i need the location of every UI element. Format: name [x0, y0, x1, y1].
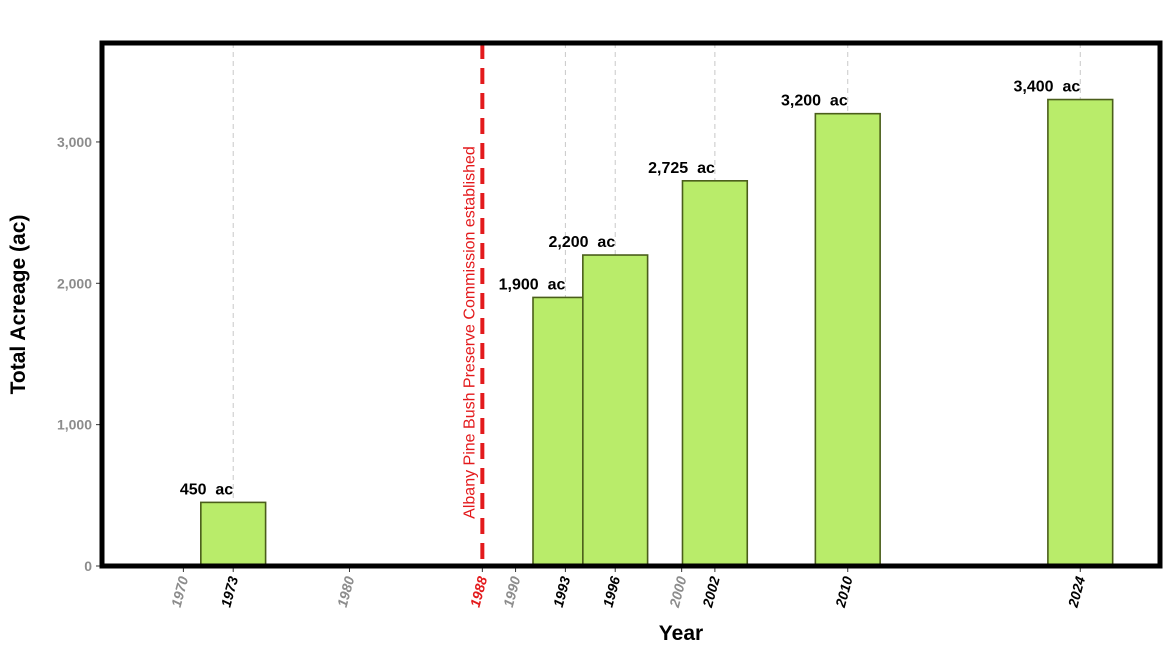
- data-label: 1,900 ac: [499, 276, 566, 293]
- x-tick-label: 1990: [500, 574, 524, 608]
- x-tick-label: 1980: [334, 574, 358, 608]
- annotation: Albany Pine Bush Preserve Commission est…: [461, 43, 485, 566]
- data-label: 450 ac: [180, 481, 233, 498]
- bars: 450 ac 1,900 ac 2,200 ac 2,725 ac 3,200 ac 3,…: [180, 79, 1114, 567]
- x-tick-label: 1988: [467, 574, 491, 608]
- x-axis-ticks: 1970 1973 1980 1988 1990 1993 1996 2000 2002 2010…: [168, 566, 1088, 610]
- data-label: 2,725 ac: [648, 160, 715, 177]
- bar: [200, 501, 267, 567]
- data-label: 3,200 ac: [781, 93, 848, 110]
- data-label: 3,400 ac: [1014, 79, 1081, 96]
- x-tick-label: 1970: [168, 574, 192, 608]
- y-tick-label: 3,000: [57, 134, 92, 150]
- x-tick-label: 2010: [832, 574, 856, 609]
- data-label: 2,200 ac: [548, 234, 615, 251]
- x-tick-label: 1996: [600, 574, 624, 608]
- x-tick-label: 1973: [218, 574, 242, 608]
- y-axis-title: Total Acreage (ac): [7, 215, 30, 395]
- y-tick-label: 2,000: [57, 275, 92, 291]
- x-tick-label: 2002: [699, 574, 723, 609]
- x-tick-label: 2000: [666, 574, 690, 609]
- x-axis-title: Year: [659, 622, 703, 645]
- x-tick-label: 1993: [550, 574, 574, 608]
- x-tick-label: 2024: [1064, 574, 1088, 609]
- y-tick-label: 1,000: [57, 417, 92, 433]
- y-tick-label: 0: [84, 558, 92, 574]
- annotation-text: Albany Pine Bush Preserve Commission est…: [461, 146, 478, 519]
- bar: [681, 180, 749, 567]
- y-axis-ticks: 0 1,000 2,000 3,000: [57, 134, 102, 574]
- bar: [582, 254, 649, 567]
- bar: [1047, 98, 1114, 567]
- plot-panel-border: [99, 40, 1163, 569]
- bar: [814, 112, 881, 567]
- gridlines: [232, 43, 1081, 566]
